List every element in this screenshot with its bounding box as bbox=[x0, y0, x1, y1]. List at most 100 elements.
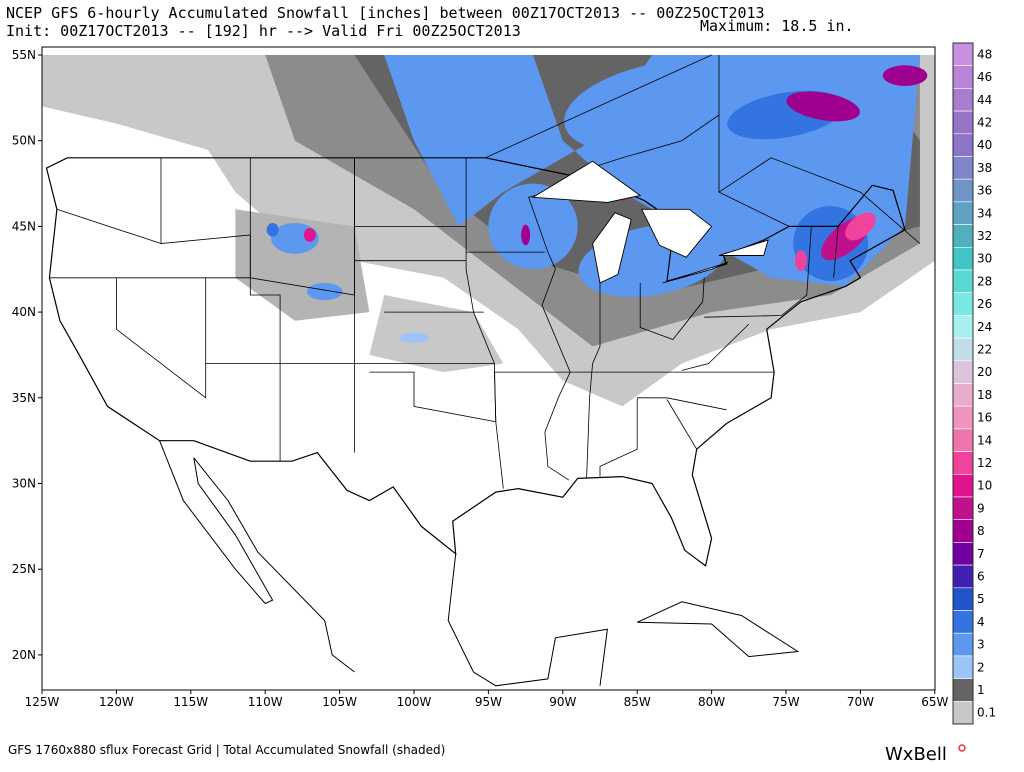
colorbar-label: 18 bbox=[977, 388, 992, 402]
lon-label: 115W bbox=[173, 695, 208, 709]
coastline bbox=[447, 553, 608, 687]
logo: WxBell bbox=[885, 744, 947, 765]
lake bbox=[531, 160, 642, 203]
colorbar-label: 9 bbox=[977, 501, 985, 515]
colorbar-swatch bbox=[952, 110, 974, 135]
colorbar-swatch bbox=[952, 201, 974, 225]
lon-label: 65W bbox=[921, 695, 948, 709]
state-border bbox=[485, 54, 712, 159]
colorbar-label: 36 bbox=[977, 184, 992, 198]
coastline bbox=[159, 440, 355, 673]
snow-area bbox=[369, 295, 504, 373]
state-border bbox=[681, 323, 750, 371]
colorbar-swatch bbox=[952, 224, 974, 248]
state-border bbox=[639, 277, 705, 340]
lon-label: 85W bbox=[624, 695, 651, 709]
title-line2: Init: 00Z17OCT2013 -- [192] hr --> Valid… bbox=[6, 22, 521, 40]
colorbar-label: 42 bbox=[977, 115, 992, 129]
colorbar-swatch bbox=[952, 610, 974, 634]
snow-area bbox=[786, 91, 860, 122]
lon-label: 90W bbox=[549, 695, 576, 709]
colorbar-swatch bbox=[952, 292, 974, 316]
colorbar-swatch bbox=[952, 700, 974, 725]
colorbar-label: 46 bbox=[977, 70, 992, 84]
colorbar-swatch bbox=[952, 496, 974, 521]
colorbar-swatch bbox=[952, 269, 974, 294]
colorbar-swatch bbox=[952, 451, 974, 475]
colorbar-frame bbox=[952, 42, 974, 725]
lat-label: 25N bbox=[12, 562, 36, 576]
lat-label: 35N bbox=[12, 391, 36, 405]
lat-label: 55N bbox=[12, 48, 36, 62]
lake bbox=[718, 239, 769, 256]
colorbar-swatch bbox=[952, 678, 974, 702]
lake bbox=[662, 261, 729, 284]
colorbar-swatch bbox=[952, 655, 974, 679]
state-border bbox=[718, 157, 921, 244]
boundaries bbox=[45, 54, 921, 687]
colorbar-label: 20 bbox=[977, 365, 992, 379]
colorbar-label: 10 bbox=[977, 479, 992, 493]
lat-label: 20N bbox=[12, 648, 36, 662]
snow-area bbox=[399, 332, 429, 343]
colorbar-label: 44 bbox=[977, 93, 992, 107]
snow-area bbox=[564, 58, 770, 154]
state-border bbox=[833, 226, 839, 278]
lake bbox=[592, 212, 632, 284]
title-line1: NCEP GFS 6-hourly Accumulated Snowfall [… bbox=[6, 4, 765, 22]
colorbar-swatch bbox=[952, 247, 974, 271]
colorbar-swatch bbox=[952, 519, 974, 543]
colorbar-swatch bbox=[952, 88, 974, 112]
snow-area bbox=[845, 212, 876, 241]
colorbar-label: 40 bbox=[977, 138, 992, 152]
colorbar-swatch bbox=[952, 133, 974, 157]
colorbar-swatch bbox=[952, 337, 974, 362]
colorbar-swatch bbox=[952, 473, 974, 498]
colorbar-swatch bbox=[952, 587, 974, 611]
lon-label: 110W bbox=[248, 695, 283, 709]
lon-label: 105W bbox=[322, 695, 357, 709]
colorbar-swatch bbox=[952, 428, 974, 452]
colorbar-label: 14 bbox=[977, 433, 992, 447]
colorbar-swatch bbox=[952, 315, 974, 339]
colorbar-label: 16 bbox=[977, 411, 992, 425]
lat-label: 45N bbox=[12, 219, 36, 233]
axes: 55N 50N 45N 40N 35N 30N 25N 20N 125W 120W 115W 110W… bbox=[12, 48, 949, 709]
colorbar-label: 1 bbox=[977, 683, 985, 697]
snow-area bbox=[882, 65, 928, 86]
colorbar-label: 2 bbox=[977, 660, 985, 674]
colorbar-swatch bbox=[952, 564, 974, 589]
state-border bbox=[704, 226, 812, 318]
lon-label: 100W bbox=[397, 695, 432, 709]
state-border bbox=[465, 157, 504, 489]
colorbar-label: 12 bbox=[977, 456, 992, 470]
colorbar-label: 26 bbox=[977, 297, 992, 311]
lat-label: 40N bbox=[12, 305, 36, 319]
colorbar-swatch bbox=[952, 542, 974, 566]
snowfall-shading bbox=[42, 55, 935, 407]
snow-area bbox=[488, 183, 578, 270]
colorbar-label: 0.1 bbox=[977, 706, 996, 720]
map bbox=[41, 46, 936, 691]
maximum: Maximum: 18.5 in. bbox=[700, 17, 854, 35]
colorbar-swatch bbox=[952, 156, 974, 180]
state-border bbox=[666, 399, 698, 450]
colorbar-label: 24 bbox=[977, 320, 992, 334]
colorbar: 4846444240383634323028262422201816141210… bbox=[952, 42, 996, 725]
state-border bbox=[56, 208, 162, 244]
snow-area bbox=[303, 228, 316, 242]
lake bbox=[640, 208, 713, 258]
colorbar-label: 32 bbox=[977, 229, 992, 243]
lon-label: 125W bbox=[25, 695, 60, 709]
state-border bbox=[528, 191, 571, 481]
country-border bbox=[45, 157, 906, 567]
state-border bbox=[116, 277, 207, 399]
colorbar-label: 6 bbox=[977, 569, 985, 583]
footer: GFS 1760x880 sflux Forecast Grid | Total… bbox=[8, 743, 445, 757]
snow-area bbox=[794, 250, 807, 271]
colorbar-label: 48 bbox=[977, 47, 992, 61]
state-border bbox=[586, 269, 601, 479]
coastline bbox=[636, 601, 800, 658]
snow-area bbox=[266, 222, 279, 237]
colorbar-label: 30 bbox=[977, 252, 992, 266]
